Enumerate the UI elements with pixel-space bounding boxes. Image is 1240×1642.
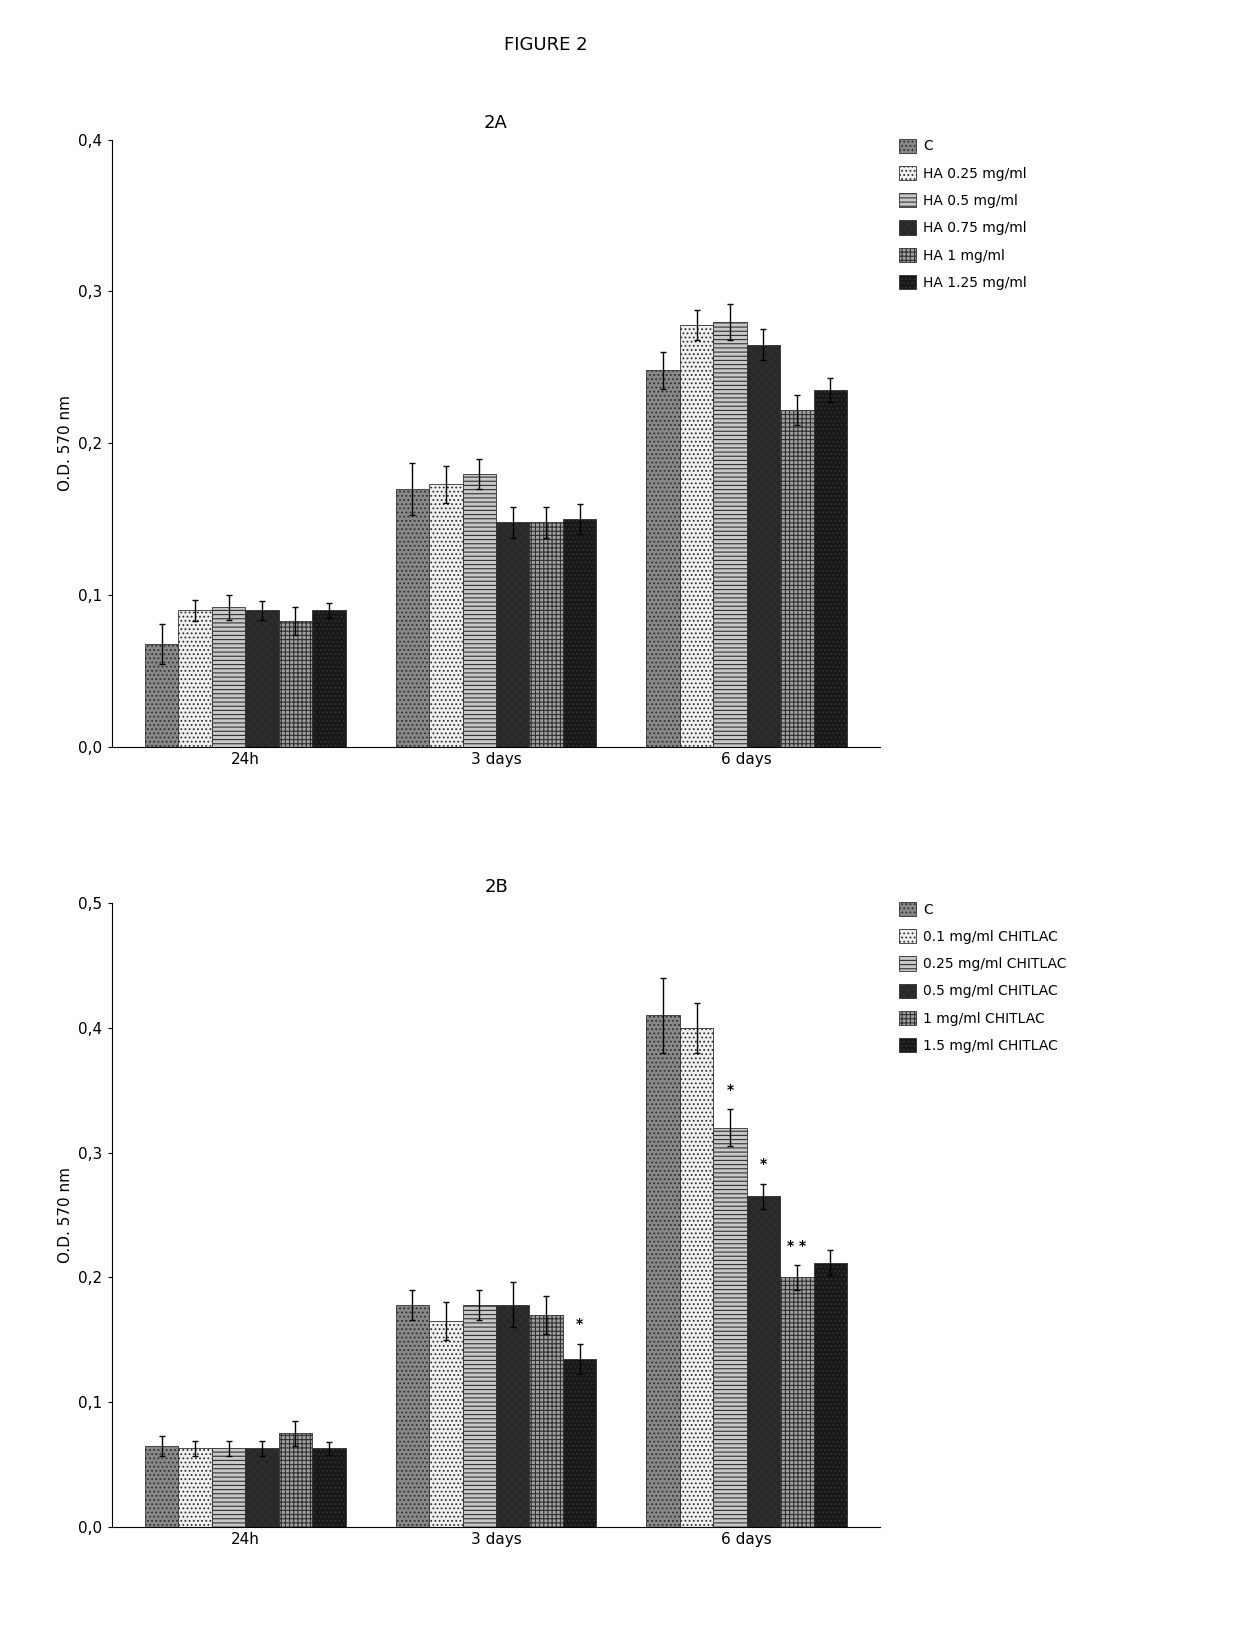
- Bar: [463, 473, 496, 747]
- Bar: [212, 1448, 246, 1527]
- Bar: [312, 611, 346, 747]
- Bar: [396, 489, 429, 747]
- Bar: [563, 1358, 596, 1527]
- Text: *: *: [577, 1317, 583, 1332]
- Bar: [646, 371, 680, 747]
- Bar: [279, 1433, 312, 1527]
- Bar: [429, 1322, 463, 1527]
- Text: FIGURE 2: FIGURE 2: [503, 36, 588, 54]
- Legend: C, 0.1 mg/ml CHITLAC, 0.25 mg/ml CHITLAC, 0.5 mg/ml CHITLAC, 1 mg/ml CHITLAC, 1.: C, 0.1 mg/ml CHITLAC, 0.25 mg/ml CHITLAC…: [895, 898, 1070, 1057]
- Bar: [279, 621, 312, 747]
- Bar: [145, 644, 179, 747]
- Text: *: *: [760, 1158, 768, 1171]
- Bar: [563, 519, 596, 747]
- Y-axis label: O.D. 570 nm: O.D. 570 nm: [58, 396, 73, 491]
- Bar: [746, 1197, 780, 1527]
- Bar: [780, 410, 813, 747]
- Bar: [179, 611, 212, 747]
- Bar: [813, 391, 847, 747]
- Bar: [713, 1128, 746, 1527]
- Bar: [529, 1315, 563, 1527]
- Bar: [529, 522, 563, 747]
- Bar: [179, 1448, 212, 1527]
- Bar: [312, 1448, 346, 1527]
- Bar: [212, 608, 246, 747]
- Bar: [246, 1448, 279, 1527]
- Bar: [496, 522, 529, 747]
- Title: 2B: 2B: [484, 878, 508, 897]
- Bar: [680, 325, 713, 747]
- Text: *: *: [727, 1082, 734, 1097]
- Bar: [396, 1305, 429, 1527]
- Text: * *: * *: [787, 1238, 806, 1253]
- Legend: C, HA 0.25 mg/ml, HA 0.5 mg/ml, HA 0.75 mg/ml, HA 1 mg/ml, HA 1.25 mg/ml: C, HA 0.25 mg/ml, HA 0.5 mg/ml, HA 0.75 …: [895, 135, 1030, 294]
- Bar: [246, 611, 279, 747]
- Bar: [145, 1447, 179, 1527]
- Bar: [813, 1263, 847, 1527]
- Y-axis label: O.D. 570 nm: O.D. 570 nm: [58, 1167, 73, 1263]
- Bar: [746, 345, 780, 747]
- Bar: [463, 1305, 496, 1527]
- Bar: [496, 1305, 529, 1527]
- Title: 2A: 2A: [484, 115, 508, 133]
- Bar: [429, 484, 463, 747]
- Bar: [646, 1015, 680, 1527]
- Bar: [680, 1028, 713, 1527]
- Bar: [780, 1277, 813, 1527]
- Bar: [713, 322, 746, 747]
